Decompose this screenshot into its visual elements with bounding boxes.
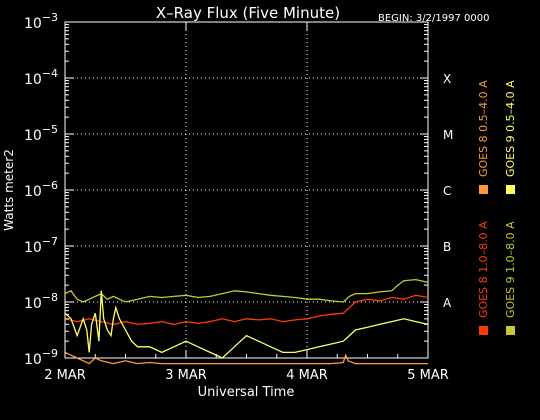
x-tick-label: 2 MAR (44, 368, 86, 383)
x-axis-label: Universal Time (198, 385, 295, 400)
chart-title: X–Ray Flux (Five Minute) (156, 4, 340, 22)
series-line (64, 351, 428, 365)
y-tick-label: 10−7 (24, 235, 58, 256)
y-ticks: 10−3 10−4 10−5 10−6 10−7 10−8 10−9 (24, 11, 428, 368)
x-ticks: 2 MAR 3 MAR 4 MAR 5 MAR (44, 22, 449, 383)
x-tick-label: 3 MAR (165, 368, 207, 383)
flare-class-label: B (443, 240, 451, 254)
y-tick-label: 10−6 (24, 179, 58, 200)
y-axis-label: Watts meter2 (2, 149, 16, 231)
y-tick-label: 10−4 (24, 67, 58, 88)
legend: GOES 8 1.0–8.0 A GOES 8 0.5–4.0 A GOES 9 1… (477, 80, 517, 335)
legend-swatch (479, 185, 488, 194)
legend-swatch (479, 326, 488, 335)
y-tick-label: 10−8 (24, 291, 58, 312)
legend-label: GOES 9 0.5–4.0 A (504, 80, 517, 177)
legend-label: GOES 8 1.0–8.0 A (477, 221, 490, 318)
legend-label: GOES 8 0.5–4.0 A (477, 80, 490, 177)
flare-class-label: X (443, 72, 451, 86)
flare-class-labels: X M C B A (443, 72, 453, 310)
flare-class-label: C (443, 184, 451, 198)
begin-label: BEGIN: 3/2/1997 0000 (378, 13, 489, 24)
legend-swatch (506, 326, 515, 335)
series-line (64, 278, 429, 303)
flare-class-label: A (443, 296, 452, 310)
x-tick-label: 5 MAR (407, 368, 449, 383)
flare-class-label: M (443, 128, 453, 142)
series-layer (64, 278, 429, 365)
y-tick-label: 10−3 (24, 11, 58, 32)
y-tick-label: 10−9 (24, 347, 58, 368)
series-line (64, 290, 429, 359)
x-tick-label: 4 MAR (286, 368, 328, 383)
legend-label: GOES 9 1.0–8.0 A (504, 221, 517, 318)
y-tick-label: 10−5 (24, 123, 58, 144)
series-line (64, 294, 429, 326)
legend-swatch (506, 185, 515, 194)
